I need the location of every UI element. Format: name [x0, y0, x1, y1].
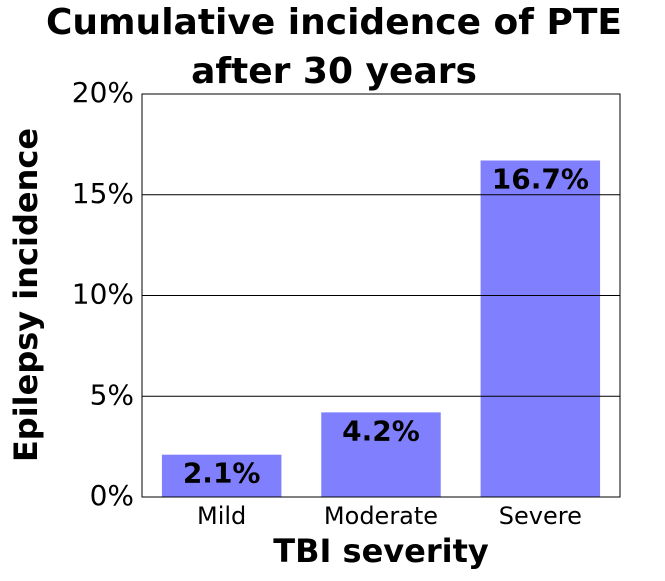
x-axis-label: TBI severity	[273, 532, 489, 570]
bar	[161, 454, 282, 497]
x-tick-label: Moderate	[324, 502, 438, 530]
y-tick-label: 0%	[90, 479, 134, 512]
chart-title: after 30 years	[191, 51, 477, 92]
y-tick-label: 10%	[72, 278, 134, 311]
y-tick-label: 20%	[72, 76, 134, 109]
x-tick-label: Severe	[499, 502, 582, 530]
y-tick-label: 5%	[90, 378, 134, 411]
chart-title: Cumulative incidence of PTE	[46, 2, 622, 43]
bar	[321, 412, 441, 497]
y-tick-label: 15%	[72, 177, 134, 210]
value-label: 2.1%	[183, 457, 261, 490]
value-label: 4.2%	[342, 414, 420, 447]
plot-frame	[141, 93, 621, 498]
value-label: 16.7%	[492, 162, 589, 195]
bar	[480, 160, 601, 497]
x-tick-label: Mild	[197, 502, 246, 530]
y-axis-label: Epilepsy incidence	[7, 128, 45, 462]
